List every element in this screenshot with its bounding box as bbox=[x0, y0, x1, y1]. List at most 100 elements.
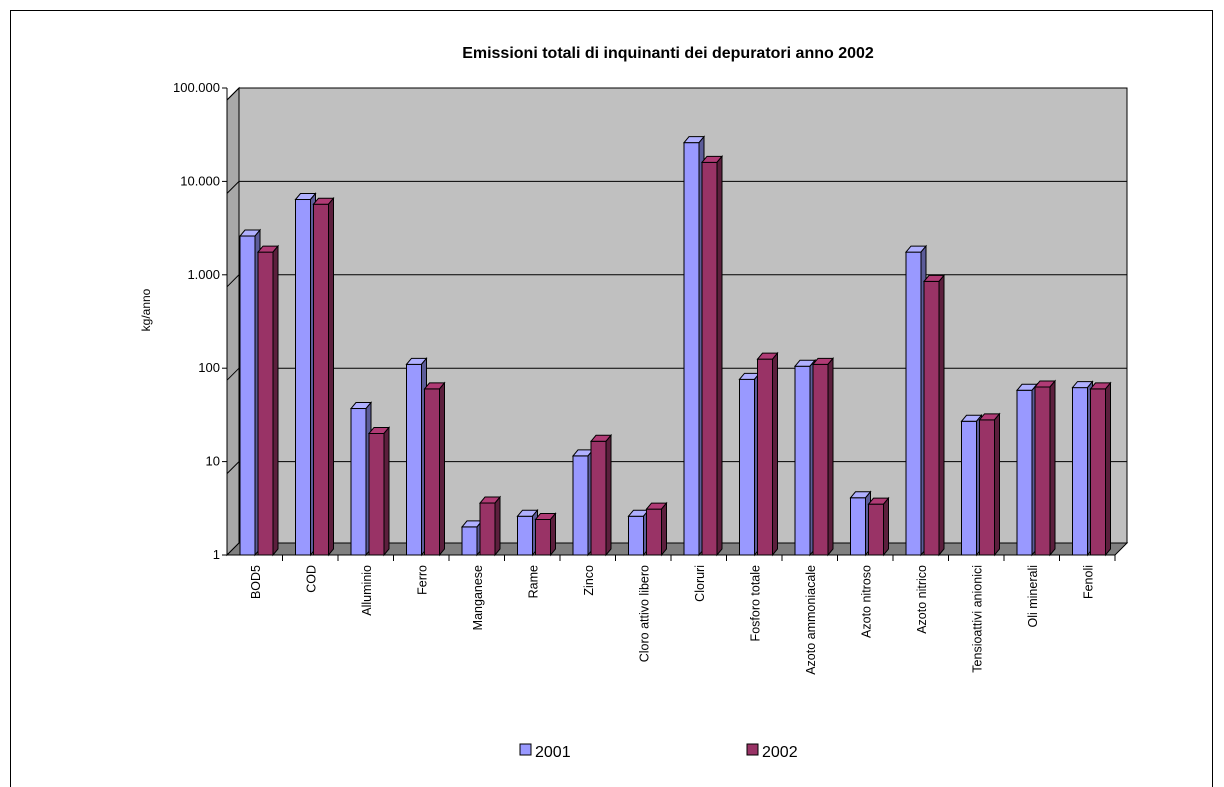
bar-front bbox=[850, 497, 866, 556]
bar-front bbox=[406, 363, 422, 556]
bar-cod-2002 bbox=[312, 196, 335, 557]
x-tick-label-alluminio: Alluminio bbox=[360, 565, 374, 616]
bar-front bbox=[739, 378, 755, 556]
bar-zinco-2001 bbox=[571, 448, 595, 557]
bar-bod5-2001 bbox=[238, 228, 262, 557]
legend-label-2001: 2001 bbox=[535, 744, 571, 761]
x-tick-label-azoto-ammoniacale: Azoto ammoniacale bbox=[804, 565, 818, 675]
bar-side bbox=[1105, 381, 1111, 557]
legend: 2001 2002 bbox=[519, 743, 798, 761]
bar-side bbox=[439, 381, 445, 557]
bar-fenoli-2002 bbox=[1089, 381, 1112, 557]
bar-front bbox=[646, 508, 662, 556]
y-tick-label: 1.000 bbox=[187, 267, 220, 282]
x-tick-label-cloro-attivo-libero: Cloro attivo libero bbox=[637, 565, 651, 662]
bar-rame-2001 bbox=[516, 508, 539, 557]
bar-front bbox=[313, 203, 329, 556]
bar-alluminio-2001 bbox=[349, 401, 373, 557]
bar-side bbox=[550, 512, 556, 557]
bar-side bbox=[272, 244, 279, 557]
bar-fosforo-totale-2002 bbox=[756, 351, 779, 557]
bar-front bbox=[572, 455, 589, 556]
bar-front bbox=[628, 515, 644, 556]
x-tick-label-rame: Rame bbox=[526, 565, 540, 598]
bar-front bbox=[479, 502, 496, 556]
bar-bod5-2002 bbox=[256, 244, 280, 557]
bar-manganese-2002 bbox=[478, 495, 502, 557]
bar-front bbox=[979, 419, 995, 556]
bar-front bbox=[239, 235, 256, 556]
bar-side bbox=[938, 274, 945, 557]
bar-front bbox=[1072, 387, 1088, 556]
bar-tensioattivi-anionici-2001 bbox=[960, 413, 983, 557]
y-tick-label: 10.000 bbox=[180, 173, 220, 188]
bar-side bbox=[494, 495, 501, 557]
bar-front bbox=[701, 161, 718, 556]
bar-azoto-ammoniacale-2001 bbox=[793, 358, 817, 557]
bar-front bbox=[683, 142, 700, 556]
bar-front bbox=[812, 363, 829, 556]
bar-side bbox=[716, 154, 723, 557]
bar-cloro-attivo-libero-2001 bbox=[627, 508, 650, 557]
bar-ferro-2001 bbox=[405, 356, 428, 557]
bar-side bbox=[661, 501, 667, 557]
bar-rame-2002 bbox=[534, 512, 557, 557]
x-tick-label-cloruri: Cloruri bbox=[693, 565, 707, 602]
bar-side bbox=[827, 356, 834, 557]
x-tick-label-azoto-nitroso: Azoto nitroso bbox=[859, 565, 873, 638]
bar-cloro-attivo-libero-2002 bbox=[645, 501, 668, 557]
bar-azoto-nitroso-2002 bbox=[867, 496, 890, 557]
bar-front bbox=[424, 388, 440, 556]
bar-oli-minerali-2002 bbox=[1033, 379, 1057, 557]
bar-front bbox=[257, 251, 274, 556]
bar-front bbox=[461, 526, 478, 556]
y-tick-label: 10 bbox=[206, 454, 220, 469]
bar-side bbox=[605, 433, 612, 557]
bar-cod-2001 bbox=[294, 192, 317, 557]
bar-tensioattivi-anionici-2002 bbox=[978, 412, 1001, 557]
bar-front bbox=[535, 518, 551, 556]
bar-alluminio-2002 bbox=[367, 426, 391, 557]
bar-front bbox=[757, 358, 773, 556]
bar-side bbox=[772, 351, 778, 557]
gridline bbox=[226, 274, 1127, 288]
bar-front bbox=[905, 251, 922, 556]
bar-fosforo-totale-2001 bbox=[738, 371, 761, 557]
bar-front bbox=[590, 440, 607, 556]
x-tick-label-oli-minerali: Oli minerali bbox=[1026, 565, 1040, 628]
bar-cloruri-2002 bbox=[700, 154, 724, 557]
y-tick-label: 100 bbox=[198, 360, 220, 375]
bar-front bbox=[1016, 389, 1033, 556]
bar-side bbox=[883, 496, 889, 557]
bar-front bbox=[1090, 388, 1106, 556]
bar-side bbox=[383, 426, 390, 557]
x-tick-label-fenoli: Fenoli bbox=[1081, 565, 1095, 599]
x-tick-label-ferro: Ferro bbox=[415, 565, 429, 595]
chart-title: Emissioni totali di inquinanti dei depur… bbox=[462, 45, 874, 62]
x-tick-label-tensioattivi-anionici: Tensioattivi anionici bbox=[970, 565, 984, 673]
side-wall bbox=[226, 86, 240, 557]
bar-zinco-2002 bbox=[589, 433, 613, 557]
bar-azoto-ammoniacale-2002 bbox=[811, 356, 835, 557]
bar-front bbox=[794, 365, 811, 556]
bar-front bbox=[923, 280, 940, 556]
x-tick-label-fosforo-totale: Fosforo totale bbox=[748, 565, 762, 641]
plot-area: 1 10 100 1.000 10.000 100.000 BOD5 COD Alluminio… bbox=[173, 80, 1129, 675]
bar-oli-minerali-2001 bbox=[1015, 382, 1039, 557]
x-tick-label-manganese: Manganese bbox=[471, 565, 485, 630]
gridline bbox=[226, 87, 1127, 101]
bar-cloruri-2001 bbox=[682, 135, 706, 557]
bar-front bbox=[1034, 386, 1051, 556]
bar-ferro-2002 bbox=[423, 381, 446, 557]
bar-side bbox=[328, 196, 334, 557]
bar-manganese-2001 bbox=[460, 519, 484, 557]
legend-label-2002: 2002 bbox=[762, 744, 798, 761]
bar-fenoli-2001 bbox=[1071, 380, 1094, 557]
x-tick-label-bod5: BOD5 bbox=[249, 565, 263, 599]
bar-front bbox=[868, 503, 884, 556]
chart-frame bbox=[10, 10, 1213, 787]
legend-swatch-2001 bbox=[519, 743, 532, 756]
y-axis-label: kg/anno bbox=[139, 288, 153, 331]
y-tick-label: 100.000 bbox=[173, 80, 220, 95]
